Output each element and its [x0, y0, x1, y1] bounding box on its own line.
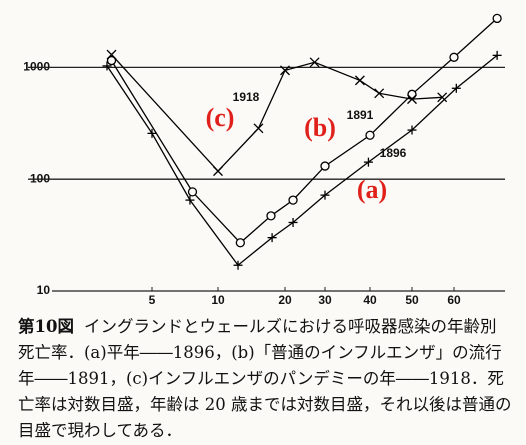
marker: [106, 49, 117, 60]
annotation: 1918: [233, 90, 260, 104]
marker: [407, 125, 417, 135]
marker: [266, 211, 276, 221]
y-tick-label: 100: [30, 171, 50, 185]
marker: [213, 166, 223, 177]
series-label: (a): [357, 175, 387, 204]
marker: [233, 260, 243, 270]
marker: [106, 55, 117, 66]
marker: [451, 83, 461, 93]
series-line: [106, 54, 498, 267]
marker: [320, 190, 330, 200]
x-tick-label: 20: [278, 293, 292, 307]
marker-stroke: [354, 75, 365, 86]
y-tick-label: 10: [37, 283, 51, 297]
marker: [288, 195, 298, 205]
marker-stroke: [253, 123, 264, 134]
marker: [407, 94, 417, 105]
marker: [320, 161, 330, 171]
marker-stroke: [106, 49, 117, 60]
marker: [288, 217, 298, 227]
marker: [267, 233, 277, 243]
series-label: (c): [206, 103, 235, 132]
x-tick-label: 5: [149, 293, 156, 307]
marker: [492, 50, 502, 60]
caption-block: 第10図 イングランドとウェールズにおける呼吸器感染の年齢別死亡率．(a)平年――…: [18, 314, 512, 444]
series-label: (b): [304, 113, 336, 142]
marker: [437, 92, 448, 103]
marker: [185, 195, 195, 205]
marker-stroke: [213, 166, 223, 177]
x-tick-label: 40: [363, 293, 377, 307]
annotation: 1891: [347, 108, 374, 122]
marker: [280, 65, 290, 76]
marker: [365, 130, 375, 140]
marker: [374, 88, 385, 99]
marker: [449, 52, 459, 62]
marker: [187, 187, 198, 197]
marker: [102, 61, 112, 71]
y-tick-label: 1000: [23, 60, 50, 74]
x-tick-label: 30: [318, 293, 332, 307]
marker-stroke: [407, 94, 417, 105]
annotation: 1896: [380, 146, 407, 160]
marker: [363, 157, 373, 167]
marker-stroke: [309, 57, 320, 68]
marker-stroke: [437, 92, 448, 103]
figure-label: 第10図: [18, 317, 74, 336]
marker: [253, 123, 264, 134]
marker: [147, 128, 157, 138]
marker-stroke: [280, 65, 290, 76]
marker: [309, 57, 320, 68]
x-tick-label: 10: [211, 293, 225, 307]
marker: [492, 13, 502, 24]
x-tick-label: 50: [405, 293, 419, 307]
marker-stroke: [374, 88, 385, 99]
marker: [235, 238, 245, 248]
marker: [354, 75, 365, 86]
x-tick-label: 60: [447, 293, 461, 307]
caption: イングランドとウェールズにおける呼吸器感染の年齢別死亡率．(a)平年――1896…: [18, 317, 512, 440]
series-line: [110, 17, 498, 244]
